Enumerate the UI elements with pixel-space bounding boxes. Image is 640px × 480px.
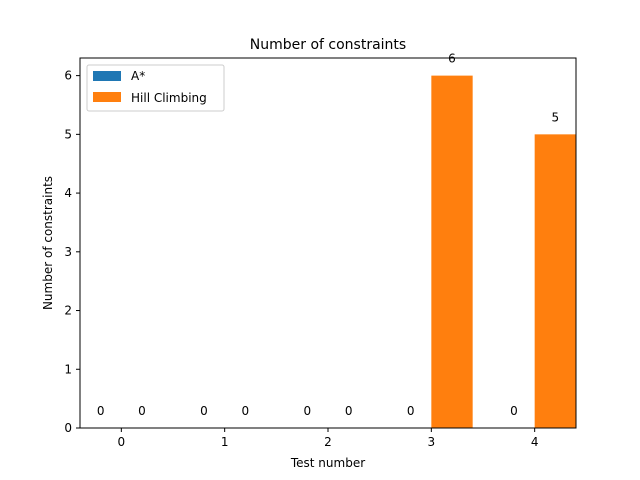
bar-value-label: 0 (138, 404, 146, 418)
bar-value-label: 0 (407, 404, 415, 418)
y-axis-title: Number of constraints (41, 176, 55, 310)
bar-value-label: 0 (304, 404, 312, 418)
chart-title: Number of constraints (250, 37, 406, 53)
legend-swatch-astar (93, 71, 121, 81)
x-tick-label: 2 (324, 435, 332, 449)
bar-value-label: 0 (242, 404, 250, 418)
x-tick-label: 3 (428, 435, 436, 449)
y-tick-label: 6 (64, 69, 72, 83)
bar-hill-climbing-4 (534, 134, 576, 428)
x-tick-label: 1 (221, 435, 229, 449)
bar-value-label: 6 (448, 52, 456, 66)
plot-frame (79, 57, 577, 429)
bars-group (431, 75, 576, 428)
bar-value-label: 0 (345, 404, 353, 418)
x-axis-ticks: 0 1 2 3 4 (118, 428, 539, 449)
legend-label-hill-climbing: Hill Climbing (131, 91, 207, 105)
x-tick-label: 4 (531, 435, 539, 449)
legend-box (86, 64, 225, 112)
legend-swatch-hill-climbing (93, 92, 121, 102)
legend-label-astar: A* (131, 69, 145, 83)
bar-value-label: 0 (510, 404, 518, 418)
bar-labels-group: 0 0 0 0 0 0 0 0 6 5 (97, 52, 559, 418)
legend: A* Hill Climbing (86, 64, 225, 112)
y-tick-label: 2 (64, 304, 72, 318)
y-tick-label: 1 (64, 362, 72, 376)
bar-hill-climbing-3 (431, 75, 473, 428)
y-tick-label: 4 (64, 186, 72, 200)
y-axis-ticks: 0 1 2 3 4 5 6 (64, 69, 80, 435)
y-tick-label: 0 (64, 421, 72, 435)
bar-value-label: 0 (97, 404, 105, 418)
x-tick-label: 0 (118, 435, 126, 449)
y-tick-label: 3 (64, 245, 72, 259)
y-tick-label: 5 (64, 127, 72, 141)
x-axis-title: Test number (290, 456, 365, 470)
bar-value-label: 5 (552, 110, 560, 124)
bar-value-label: 0 (200, 404, 208, 418)
